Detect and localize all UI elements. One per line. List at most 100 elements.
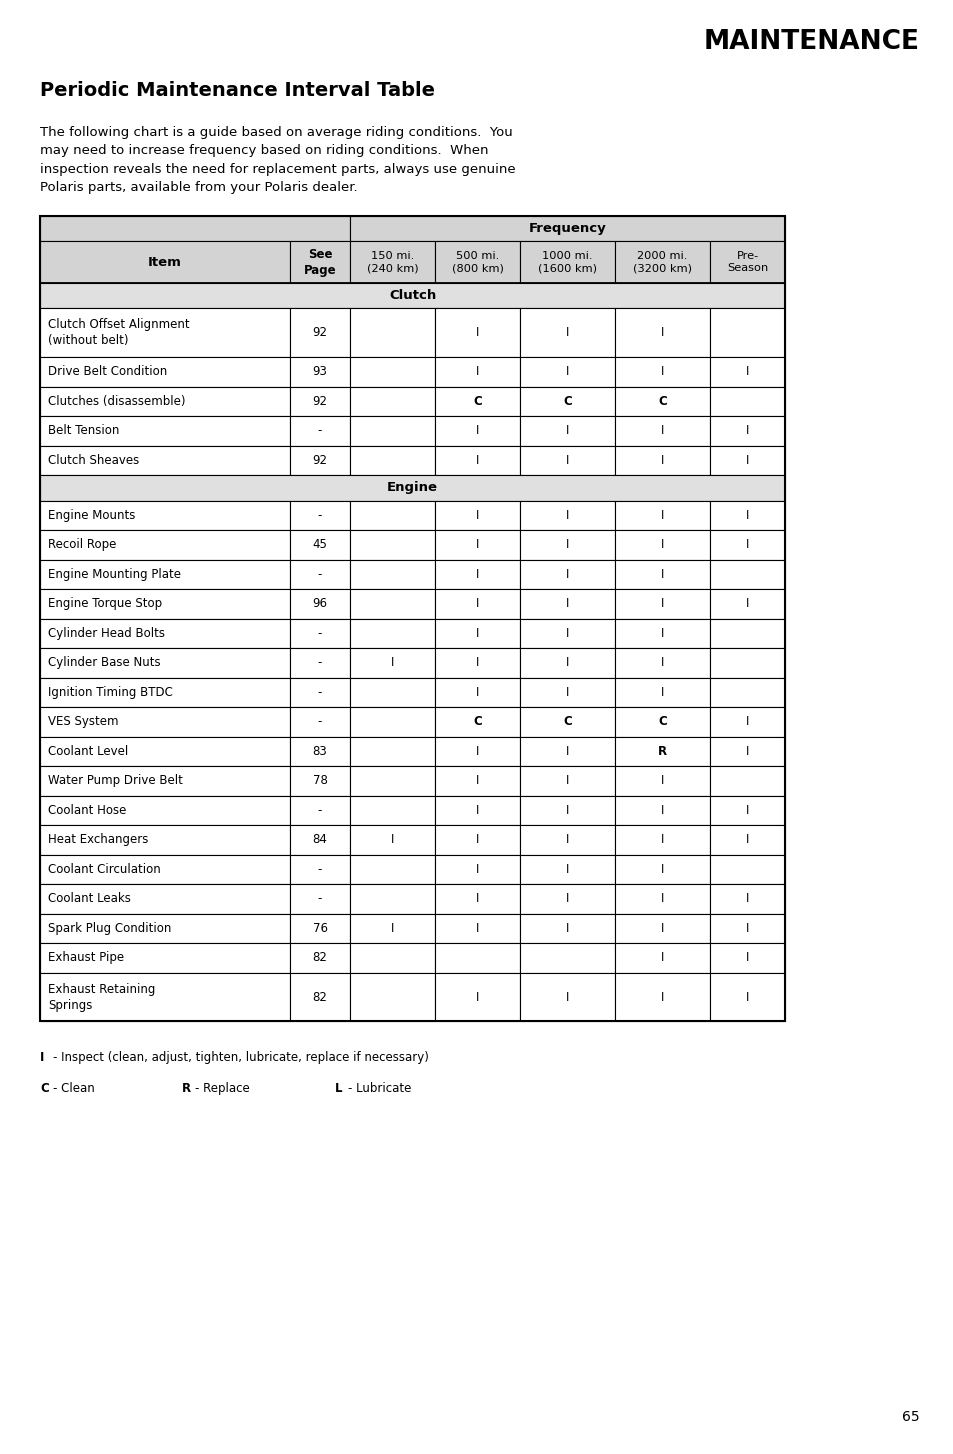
Bar [519,648,615,678]
Bar [40,913,290,944]
Bar [615,648,709,678]
Bar [519,308,615,358]
Text: I: I [565,804,569,817]
Text: I: I [660,804,663,817]
Text: I: I [565,454,569,467]
Bar [350,795,435,826]
Bar [435,416,519,446]
Text: I: I [476,365,478,378]
Bar [615,795,709,826]
Text: I: I [660,922,663,935]
Bar [290,358,350,387]
Bar [435,973,519,1021]
Bar [290,648,350,678]
Bar [40,589,290,618]
Text: VES System: VES System [48,715,118,728]
Text: I: I [565,833,569,846]
Bar [615,618,709,648]
Bar [40,826,290,855]
Text: -: - [317,569,322,582]
Bar [290,944,350,973]
Bar [350,884,435,913]
Bar [350,855,435,884]
Bar [290,913,350,944]
Bar [40,217,350,241]
Text: Engine Mounting Plate: Engine Mounting Plate [48,569,181,582]
Bar [519,944,615,973]
Bar [350,766,435,795]
Text: Water Pump Drive Belt: Water Pump Drive Belt [48,775,183,788]
Bar [709,308,784,358]
Text: Item: Item [148,256,182,269]
Text: -: - [317,686,322,699]
Text: Heat Exchangers: Heat Exchangers [48,833,149,846]
Bar [709,826,784,855]
Bar [519,500,615,531]
Bar [615,446,709,475]
Bar [709,618,784,648]
Bar [350,241,435,284]
Text: Ignition Timing BTDC: Ignition Timing BTDC [48,686,172,699]
Bar [350,560,435,589]
Bar [615,737,709,766]
Text: 45: 45 [313,538,327,551]
Text: L: L [335,1082,342,1095]
Text: I: I [745,990,748,1003]
Bar [350,737,435,766]
Text: I: I [391,656,394,669]
Bar [615,560,709,589]
Text: - Lubricate: - Lubricate [348,1082,411,1095]
Bar [435,387,519,416]
Text: I: I [745,951,748,964]
Bar [435,766,519,795]
Text: I: I [476,454,478,467]
Text: I: I [745,804,748,817]
Text: I: I [391,922,394,935]
Bar [615,944,709,973]
Text: I: I [476,569,478,582]
Bar [709,589,784,618]
Text: C: C [562,395,571,409]
Text: I: I [660,509,663,522]
Bar [709,648,784,678]
Text: I: I [476,326,478,339]
Text: The following chart is a guide based on average riding conditions.  You
may need: The following chart is a guide based on … [40,126,515,195]
Text: 83: 83 [313,744,327,758]
Text: I: I [565,598,569,611]
Text: - Replace: - Replace [194,1082,250,1095]
Bar [709,944,784,973]
Bar [350,217,784,241]
Text: I: I [660,893,663,906]
Bar [519,241,615,284]
Bar [290,707,350,737]
Text: I: I [476,862,478,875]
Text: I: I [660,598,663,611]
Bar [435,531,519,560]
Text: I: I [476,538,478,551]
Bar [615,589,709,618]
Text: Frequency: Frequency [528,222,606,236]
Text: Coolant Hose: Coolant Hose [48,804,126,817]
Text: I: I [745,454,748,467]
Bar [615,308,709,358]
Bar [435,500,519,531]
Bar [290,973,350,1021]
Text: -: - [317,804,322,817]
Text: Cylinder Head Bolts: Cylinder Head Bolts [48,627,165,640]
Text: I: I [565,990,569,1003]
Bar [435,589,519,618]
Text: -: - [317,715,322,728]
Text: I: I [565,326,569,339]
Text: C: C [473,715,481,728]
Text: 84: 84 [313,833,327,846]
Bar [519,446,615,475]
Text: I: I [660,862,663,875]
Bar [435,308,519,358]
Bar [519,707,615,737]
Text: 76: 76 [313,922,327,935]
Bar [290,737,350,766]
Text: I: I [476,656,478,669]
Text: I: I [660,365,663,378]
Text: I: I [660,833,663,846]
Text: I: I [745,365,748,378]
